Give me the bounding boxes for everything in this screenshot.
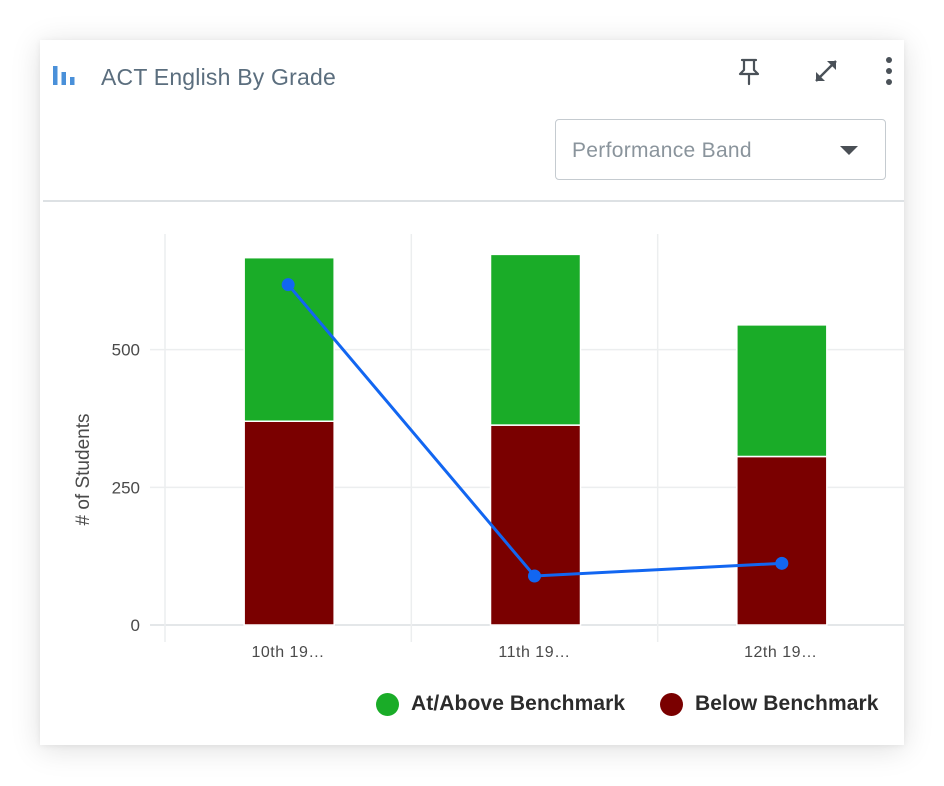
line-point — [775, 556, 789, 570]
bar-at-above-2 — [736, 324, 828, 458]
expand-icon[interactable] — [811, 56, 841, 86]
legend-label-at-above: At/Above Benchmark — [411, 692, 626, 715]
y-tick-label: 0 — [131, 616, 140, 635]
more-vertical-icon[interactable] — [874, 56, 904, 86]
bar-below-0 — [243, 420, 335, 626]
y-tick-label: 250 — [112, 478, 140, 497]
legend-swatch-below — [660, 692, 683, 716]
bar-below-2 — [736, 455, 828, 626]
header-divider — [43, 200, 904, 202]
performance-band-select[interactable]: Performance Band — [555, 119, 886, 180]
select-value: Performance Band — [572, 139, 752, 162]
x-tick-label: 10th 19… — [251, 644, 324, 661]
line-point — [281, 278, 295, 292]
pin-icon[interactable] — [734, 56, 764, 86]
bar-chart-icon — [53, 66, 75, 85]
caret-down-icon[interactable] — [840, 146, 858, 155]
legend-swatch-at-above — [376, 692, 399, 716]
x-tick-label: 12th 19… — [744, 644, 817, 661]
x-tick-label: 11th 19… — [498, 644, 570, 661]
stacked-bar-chart: 0 250 500 10th 19… 11th 19… 12th 19… # of Stud… — [73, 234, 904, 661]
bar-at-above-1 — [489, 253, 582, 426]
line-point — [528, 569, 541, 583]
legend-item-below[interactable]: Below Benchmark — [660, 692, 879, 716]
legend-item-at-above[interactable]: At/Above Benchmark — [376, 692, 625, 716]
bar-below-1 — [489, 424, 582, 626]
y-axis-label: # of Students — [73, 414, 94, 526]
y-tick-label: 500 — [112, 341, 140, 360]
chart-card: ACT English By Grade Performance Band 0 2… — [40, 40, 904, 745]
legend-label-below: Below Benchmark — [695, 692, 879, 715]
chart-title: ACT English By Grade — [101, 64, 336, 90]
